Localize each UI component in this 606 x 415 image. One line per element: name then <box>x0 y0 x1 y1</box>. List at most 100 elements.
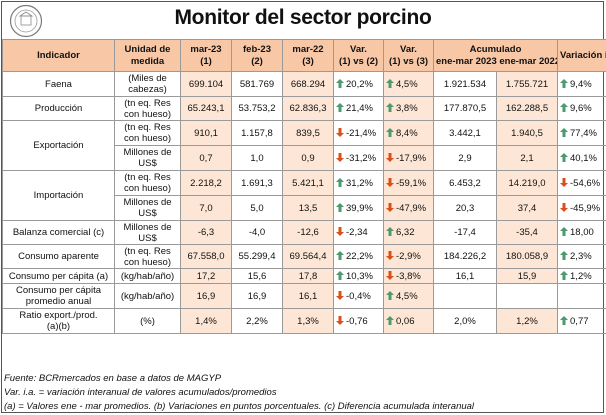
down-arrow-icon <box>336 127 344 137</box>
var-1vs3-value: -3,8% <box>396 270 421 282</box>
acum-2023: -17,4 <box>433 220 497 245</box>
var-1vs3-value: 0,06 <box>396 315 415 327</box>
val-mar23: 2.218,2 <box>180 170 232 196</box>
down-arrow-icon <box>336 290 344 300</box>
unit-l2: cabezas) <box>128 84 167 95</box>
header-col1: mar-23 (1) <box>180 39 232 72</box>
var-1vs2: -0,76 <box>333 308 384 334</box>
var-ia-value: -45,9% <box>570 202 601 214</box>
val-mar22: 1,3% <box>282 308 334 334</box>
val-feb23: 1.157,8 <box>231 120 283 146</box>
val-mar23: 7,0 <box>180 195 232 221</box>
unit-faena: (Miles de cabezas) <box>114 71 181 97</box>
acum-2023: 1.921.534 <box>433 71 497 97</box>
val-feb23: 15,6 <box>231 268 283 284</box>
var-ia: 18,00 <box>557 220 606 245</box>
header-col3: mar-22 (3) <box>282 39 334 72</box>
acum-2023: 3.442,1 <box>433 120 497 146</box>
var-1vs3: -59,1% <box>383 170 434 196</box>
var-1vs3-value: -59,1% <box>396 177 427 189</box>
var-1vs2-value: 39,9% <box>346 202 373 214</box>
acum-2022: -35,4 <box>495 220 559 245</box>
unit-l1: Millones de <box>123 221 172 233</box>
var-ia: 9,4% <box>557 71 606 97</box>
val-mar22: 13,5 <box>282 195 334 221</box>
val-feb23: 1.691,3 <box>231 170 283 196</box>
row-label-faena: Faena <box>2 71 115 97</box>
acum-2023: 184.226,2 <box>433 244 497 269</box>
var-1vs2-value: -2,34 <box>346 227 368 238</box>
val-mar22: 17,8 <box>282 268 334 284</box>
acum-2023: 177.870,5 <box>433 96 497 121</box>
var-1vs2: -31,2% <box>333 145 384 171</box>
unit-ratio: (%) <box>114 308 181 334</box>
unit-l2: US$ <box>138 158 157 169</box>
up-arrow-icon <box>336 177 344 187</box>
unit-consumo-promedio-anual: (kg/hab/año) <box>114 283 181 309</box>
var-1vs2: 31,2% <box>333 170 384 196</box>
up-arrow-icon <box>560 227 569 236</box>
footnote-fuente: Fuente: BCRmercados en base a datos de M… <box>4 373 222 384</box>
unit-l1: Millones de <box>123 197 172 208</box>
up-arrow-icon <box>386 315 394 325</box>
unit-l1: (tn eq. Res <box>124 172 171 183</box>
var-1vs3-value: -2,9% <box>396 251 421 262</box>
val-mar23: 699.104 <box>180 71 232 97</box>
unit-consumo-aparente: (tn eq. Res con hueso) <box>114 244 181 269</box>
val-mar23: -6,3 <box>180 220 232 245</box>
header-indicador: Indicador <box>2 39 115 72</box>
var-1vs2-value: 22,2% <box>346 251 373 262</box>
var-1vs2: 21,4% <box>333 96 384 121</box>
header-col1-l1: mar-23 <box>190 43 222 55</box>
var-1vs3-value: -47,9% <box>396 202 427 214</box>
unit-exportacion-tn: (tn eq. Res con hueso) <box>114 120 181 146</box>
val-feb23: 16,9 <box>231 283 283 309</box>
down-arrow-icon <box>560 177 569 187</box>
up-arrow-icon <box>336 270 344 280</box>
header-var13-l2: (1) vs (3) <box>388 55 429 67</box>
var-ia: 40,1% <box>557 145 606 171</box>
up-arrow-icon <box>336 78 344 88</box>
unit-l2: US$ <box>138 232 157 244</box>
down-arrow-icon <box>386 270 394 280</box>
val-mar22: 5.421,1 <box>282 170 334 196</box>
unit-l1: (tn eq. Res <box>124 245 171 257</box>
row-label-consumo-promedio-anual: Consumo per cápita promedio anual <box>2 283 115 309</box>
acum-2023: 16,1 <box>433 268 497 284</box>
header-col3-l1: mar-22 <box>292 43 324 55</box>
footnote-var-ia: Var. i.a. = variación interanual de valo… <box>4 387 277 398</box>
up-arrow-icon <box>336 202 344 212</box>
row-label-consumo-per-capita: Consumo per cápita (a) <box>2 268 115 284</box>
unit-exportacion-usd: Millones de US$ <box>114 145 181 171</box>
header-acum-2022: ene-mar 2022 <box>499 55 558 67</box>
header-variacion-ia: Variación i.a. <box>557 39 606 72</box>
val-feb23: 53.753,2 <box>231 96 283 121</box>
var-1vs3: 4,5% <box>383 71 434 97</box>
row-produccion: Producción (tn eq. Res con hueso) 65.243,… <box>2 96 606 121</box>
acum-2022: 15,9 <box>495 268 559 284</box>
footnote-notas: (a) = Valores ene - mar promedios. (b) V… <box>4 401 475 412</box>
var-ia-value: 77,4% <box>570 127 597 139</box>
down-arrow-icon <box>386 202 394 212</box>
var-ia: -45,9% <box>557 195 606 221</box>
var-ia: -54,6% <box>557 170 606 196</box>
up-arrow-icon <box>560 78 569 88</box>
var-1vs2: -0,4% <box>333 283 384 309</box>
var-1vs2: 20,2% <box>333 71 384 97</box>
header-col3-l2: (3) <box>302 55 314 67</box>
var-ia: 77,4% <box>557 120 606 146</box>
var-1vs3: 6,32 <box>383 220 434 245</box>
row-label-produccion: Producción <box>2 96 115 121</box>
acum-2022: 2,1 <box>495 145 559 171</box>
down-arrow-icon <box>386 251 394 260</box>
var-1vs2: 10,3% <box>333 268 384 284</box>
var-1vs3: -17,9% <box>383 145 434 171</box>
val-mar22: 16,1 <box>282 283 334 309</box>
page-title: Monitor del sector porcino <box>174 6 432 29</box>
val-feb23: 55.299,4 <box>231 244 283 269</box>
row-label-l1: Ratio export./prod. <box>19 310 98 321</box>
header-var13: Var. (1) vs (3) <box>383 39 434 72</box>
up-arrow-icon <box>560 270 569 280</box>
val-mar23: 1,4% <box>180 308 232 334</box>
down-arrow-icon <box>336 152 344 162</box>
